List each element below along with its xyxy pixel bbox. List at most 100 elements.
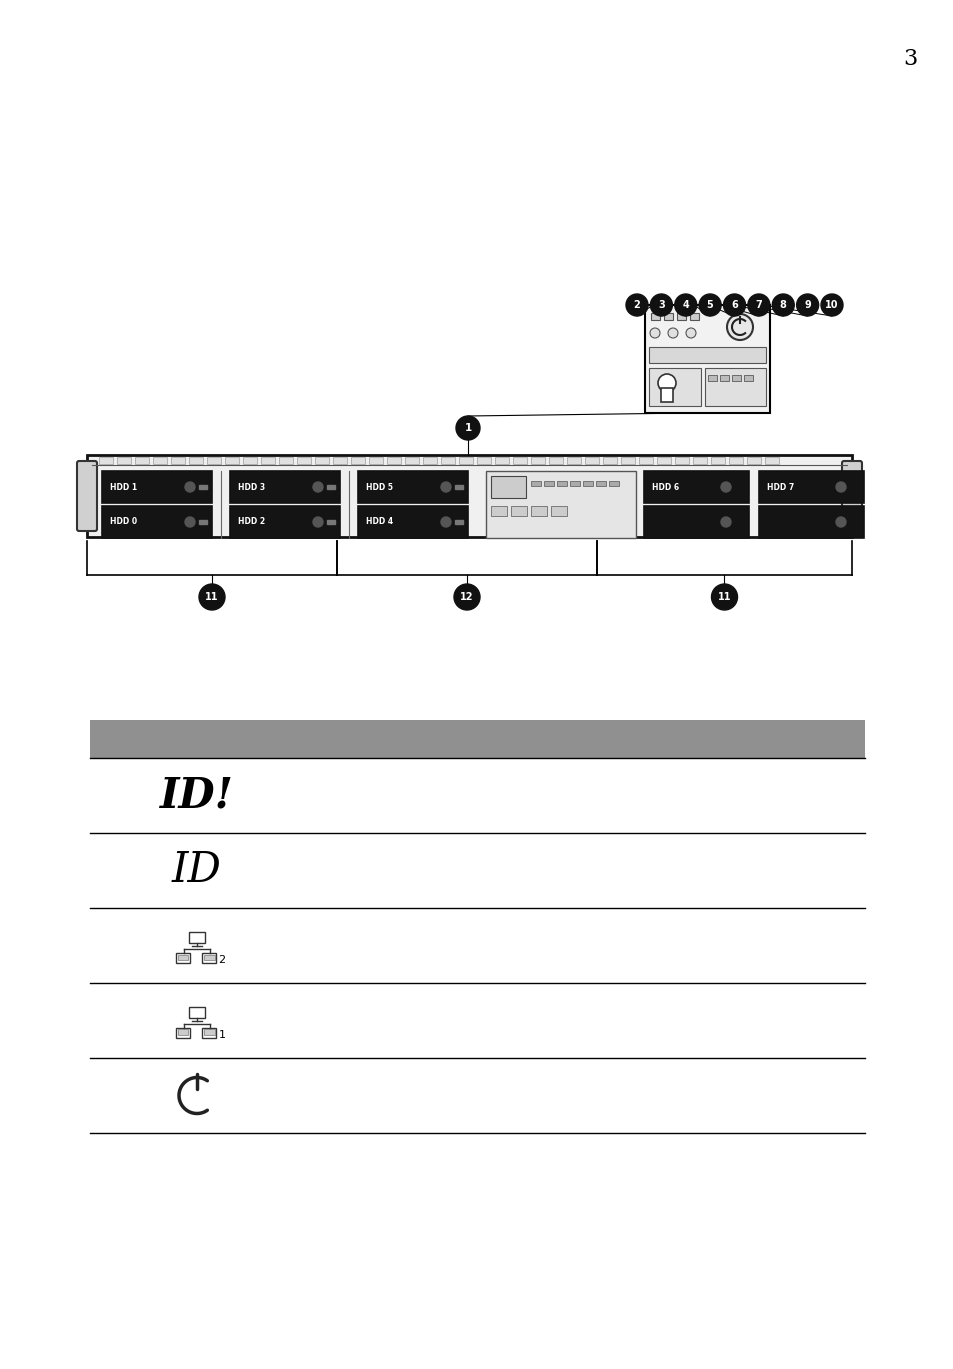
Bar	[202, 1028, 216, 1038]
Bar	[728, 457, 742, 464]
Circle shape	[649, 329, 659, 338]
FancyBboxPatch shape	[77, 461, 97, 531]
Circle shape	[720, 482, 730, 491]
Circle shape	[650, 294, 672, 316]
Circle shape	[722, 294, 744, 316]
Circle shape	[685, 329, 696, 338]
Bar	[596, 481, 605, 486]
Bar	[87, 455, 851, 537]
FancyBboxPatch shape	[841, 461, 862, 531]
Bar	[357, 507, 468, 538]
Bar	[491, 476, 525, 498]
Circle shape	[454, 585, 479, 611]
Bar	[692, 457, 706, 464]
Circle shape	[699, 294, 720, 316]
Bar	[746, 457, 760, 464]
Bar	[675, 457, 688, 464]
Text: ID: ID	[172, 850, 222, 891]
Bar	[102, 507, 212, 538]
Bar	[189, 932, 205, 943]
Bar	[175, 1028, 190, 1038]
Circle shape	[796, 294, 818, 316]
Circle shape	[625, 294, 647, 316]
Text: 8: 8	[779, 300, 786, 309]
Bar	[707, 375, 717, 381]
Text: 6: 6	[730, 300, 737, 309]
Circle shape	[185, 482, 194, 491]
Bar	[491, 507, 506, 516]
Text: 10: 10	[824, 300, 838, 309]
Bar	[327, 485, 335, 489]
Circle shape	[456, 416, 479, 439]
Bar	[704, 368, 765, 407]
Text: 7: 7	[755, 300, 761, 309]
Text: HDD 5: HDD 5	[366, 482, 393, 491]
Bar	[557, 481, 566, 486]
Text: 12: 12	[459, 591, 474, 602]
Bar	[513, 457, 526, 464]
Bar	[357, 471, 468, 502]
Bar	[657, 457, 670, 464]
Circle shape	[821, 294, 842, 316]
Bar	[230, 507, 339, 538]
Circle shape	[720, 517, 730, 527]
Bar	[171, 457, 185, 464]
Text: HDD 4: HDD 4	[366, 517, 393, 527]
Bar	[204, 1029, 214, 1035]
Bar	[102, 471, 212, 502]
Bar	[495, 457, 509, 464]
Text: HDD 6: HDD 6	[651, 482, 679, 491]
Circle shape	[747, 294, 769, 316]
Bar	[405, 457, 418, 464]
Bar	[551, 507, 566, 516]
Bar	[759, 471, 863, 502]
Bar	[327, 520, 335, 524]
Circle shape	[726, 314, 752, 340]
Bar	[202, 953, 216, 964]
Circle shape	[835, 482, 845, 491]
Bar	[351, 457, 365, 464]
Bar	[99, 457, 112, 464]
Bar	[177, 954, 189, 960]
Circle shape	[313, 517, 323, 527]
Circle shape	[185, 517, 194, 527]
Bar	[531, 481, 540, 486]
Bar	[177, 1029, 189, 1035]
Bar	[511, 507, 526, 516]
Bar	[720, 375, 728, 381]
Bar	[278, 457, 293, 464]
Circle shape	[440, 517, 451, 527]
Circle shape	[667, 329, 678, 338]
Bar	[476, 457, 491, 464]
Text: ID!: ID!	[160, 775, 233, 816]
Bar	[639, 457, 652, 464]
Bar	[314, 457, 329, 464]
Circle shape	[771, 294, 794, 316]
Bar	[743, 375, 752, 381]
Bar	[458, 457, 473, 464]
Bar	[207, 457, 221, 464]
Bar	[584, 457, 598, 464]
Circle shape	[711, 585, 737, 611]
Bar	[204, 954, 214, 960]
Bar	[531, 507, 546, 516]
Bar	[296, 457, 311, 464]
Bar	[643, 471, 748, 502]
Bar	[230, 471, 339, 502]
Text: HDD 7: HDD 7	[766, 482, 794, 491]
Text: 2: 2	[218, 956, 226, 965]
Bar	[663, 314, 672, 320]
Bar	[261, 457, 274, 464]
Bar	[485, 471, 636, 538]
Text: 5: 5	[706, 300, 713, 309]
Bar	[648, 346, 765, 363]
Bar	[620, 457, 635, 464]
Text: 11: 11	[205, 591, 218, 602]
Bar	[225, 457, 239, 464]
Bar	[135, 457, 149, 464]
Text: 9: 9	[803, 300, 810, 309]
Text: 3: 3	[902, 48, 916, 70]
Bar	[759, 507, 863, 538]
Bar	[660, 387, 672, 402]
Text: 1: 1	[218, 1029, 225, 1040]
